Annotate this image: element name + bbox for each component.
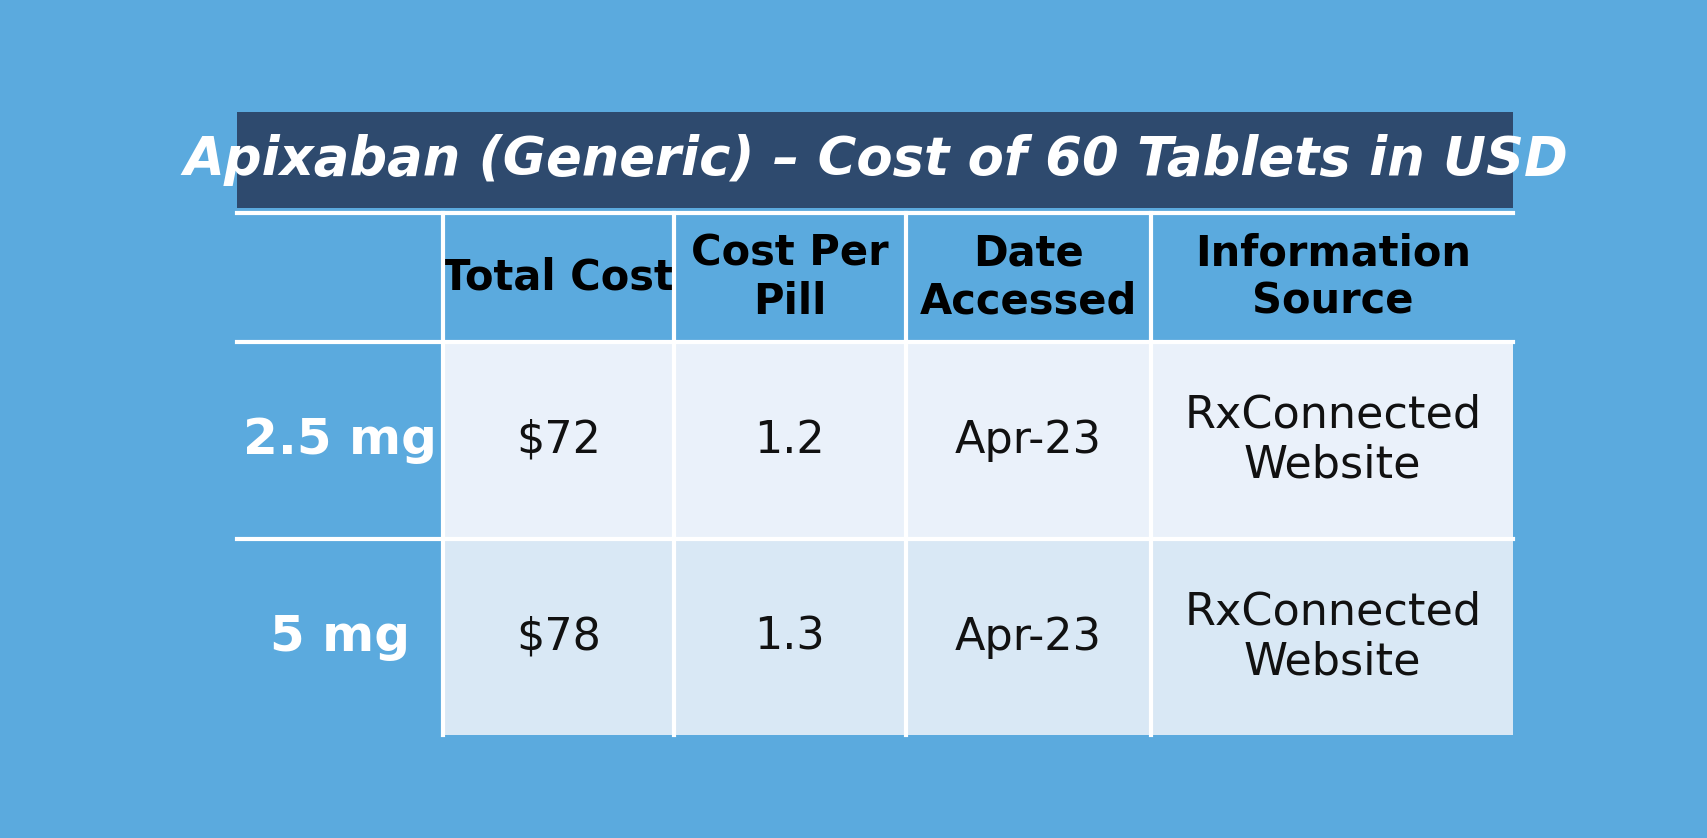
Text: 1.2: 1.2 <box>754 419 824 462</box>
FancyBboxPatch shape <box>237 539 1512 736</box>
FancyBboxPatch shape <box>237 112 1512 208</box>
Text: $78: $78 <box>516 616 601 659</box>
Text: RxConnected
Website: RxConnected Website <box>1183 394 1480 487</box>
Text: Total Cost: Total Cost <box>442 256 674 298</box>
Text: $72: $72 <box>516 419 601 462</box>
Text: Apr-23: Apr-23 <box>954 419 1101 462</box>
FancyBboxPatch shape <box>237 342 442 539</box>
Text: Apr-23: Apr-23 <box>954 616 1101 659</box>
FancyBboxPatch shape <box>237 342 1512 539</box>
Text: Information
Source: Information Source <box>1193 232 1470 323</box>
FancyBboxPatch shape <box>237 213 1512 342</box>
Text: 2.5 mg: 2.5 mg <box>242 416 437 464</box>
Text: 5 mg: 5 mg <box>270 613 410 661</box>
Text: Date
Accessed: Date Accessed <box>918 232 1137 323</box>
Text: RxConnected
Website: RxConnected Website <box>1183 591 1480 684</box>
FancyBboxPatch shape <box>237 539 442 736</box>
Text: Apixaban (Generic) – Cost of 60 Tablets in USD: Apixaban (Generic) – Cost of 60 Tablets … <box>183 134 1567 186</box>
Text: Cost Per
Pill: Cost Per Pill <box>691 232 888 323</box>
Text: 1.3: 1.3 <box>754 616 824 659</box>
